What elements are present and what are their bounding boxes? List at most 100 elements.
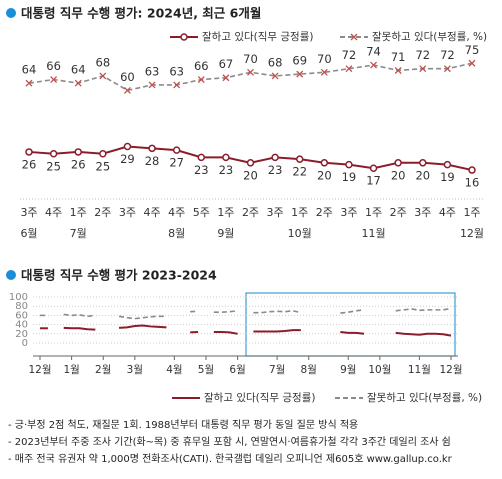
x-tick-label: 4월 — [166, 364, 182, 376]
x-tick-label: 1주 — [463, 206, 480, 219]
marker — [173, 81, 181, 89]
data-label: 23 — [219, 163, 234, 177]
marker — [99, 150, 107, 158]
marker — [49, 150, 58, 158]
marker — [419, 159, 427, 167]
y-tick-label: 20 — [15, 329, 28, 340]
y-tick-label: 40 — [15, 320, 28, 331]
x-tick-label: 1주 — [365, 206, 382, 219]
marker — [172, 146, 181, 154]
series-line — [253, 329, 301, 333]
y-tick-label: 60 — [15, 310, 28, 321]
legend-label: 잘하고 있다(직무 긍정률) — [204, 391, 315, 404]
marker — [443, 65, 451, 73]
marker — [148, 81, 156, 89]
marker — [345, 160, 353, 169]
marker — [320, 159, 329, 167]
x-tick-label: 1주 — [217, 206, 234, 219]
series-line — [213, 310, 238, 313]
data-label: 63 — [145, 64, 160, 78]
data-label: 71 — [391, 50, 406, 64]
y-tick-label: 100 — [9, 292, 28, 303]
data-label: 70 — [317, 52, 332, 66]
data-label: 29 — [120, 152, 135, 166]
x-tick-label: 1주 — [291, 206, 308, 219]
marker — [443, 160, 452, 169]
marker — [222, 153, 230, 162]
x-tick-label: 4주 — [143, 206, 160, 219]
marker — [468, 59, 476, 67]
marker — [222, 74, 230, 82]
x-tick-label: 3주 — [119, 206, 136, 219]
legend-marker — [180, 33, 188, 41]
x-tick-label: 3주 — [20, 206, 37, 219]
data-label: 20 — [391, 168, 406, 182]
data-label: 22 — [292, 165, 307, 179]
x-tick-label: 4주 — [168, 206, 185, 219]
marker — [394, 67, 402, 74]
x-month-label: 12월 — [460, 227, 484, 240]
data-label: 64 — [22, 63, 37, 77]
data-label: 67 — [219, 57, 234, 71]
x-tick-label: 2주 — [242, 206, 259, 219]
x-tick-label: 4주 — [439, 206, 456, 219]
y-tick-label: 80 — [15, 301, 28, 312]
marker — [148, 144, 156, 153]
series-line — [340, 330, 365, 335]
x-tick-label: 11월 — [408, 364, 431, 376]
x-month-label: 6월 — [20, 227, 37, 240]
x-tick-label: 2월 — [95, 364, 111, 376]
data-label: 23 — [268, 163, 283, 177]
x-month-label: 11월 — [361, 227, 385, 240]
marker — [197, 76, 205, 83]
data-label: 23 — [194, 163, 209, 177]
data-label: 72 — [440, 48, 455, 62]
x-tick-label: 2주 — [94, 206, 111, 219]
x-tick-label: 5월 — [198, 364, 214, 376]
data-label: 75 — [465, 43, 480, 57]
marker — [25, 79, 33, 87]
x-tick-label: 10월 — [368, 364, 391, 376]
series-line — [118, 315, 167, 320]
marker — [123, 142, 132, 151]
data-label: 27 — [169, 156, 184, 170]
data-label: 68 — [96, 55, 111, 69]
marker — [74, 79, 82, 87]
data-label: 25 — [96, 159, 111, 173]
y-tick-label: 0 — [22, 338, 28, 349]
marker — [345, 65, 353, 73]
series-line — [253, 309, 302, 314]
marker — [197, 153, 206, 162]
marker — [50, 76, 58, 83]
x-tick-label: 2주 — [390, 206, 407, 219]
marker — [295, 155, 304, 163]
marker — [419, 65, 427, 73]
legend-label: 잘못하고 있다(부정률, %) — [372, 30, 487, 43]
series-line — [395, 307, 452, 312]
data-label: 60 — [120, 70, 135, 84]
note: - 2023년부터 주중 조사 기간(화~목) 중 휴무일 포함 시, 연말연시… — [8, 436, 451, 448]
data-label: 69 — [292, 54, 307, 68]
x-tick-label: 3주 — [267, 206, 284, 219]
x-tick-label: 5주 — [193, 206, 210, 219]
marker — [320, 68, 328, 76]
bullet — [6, 270, 16, 280]
note: - 긍·부정 2점 척도, 재질문 1회. 1988년부터 대통령 직무 평가 … — [8, 419, 358, 431]
data-label: 19 — [440, 170, 455, 184]
x-month-label: 7월 — [70, 227, 87, 240]
data-label: 66 — [194, 59, 209, 73]
x-tick-label: 3주 — [414, 206, 431, 219]
data-label: 63 — [169, 64, 184, 78]
data-label: 72 — [415, 48, 430, 62]
x-tick-label: 1주 — [70, 206, 87, 219]
x-month-label: 8월 — [168, 227, 185, 240]
x-tick-label: 9월 — [340, 364, 356, 376]
chart-title: 대통령 직무 수행 평가 2023-2024 — [21, 268, 217, 283]
data-label: 64 — [71, 63, 86, 77]
legend-label: 잘못하고 있다(부정률, %) — [367, 391, 482, 404]
data-label: 28 — [145, 154, 160, 168]
series-line — [118, 324, 167, 329]
marker — [370, 61, 378, 69]
x-tick-label: 2주 — [316, 206, 333, 219]
